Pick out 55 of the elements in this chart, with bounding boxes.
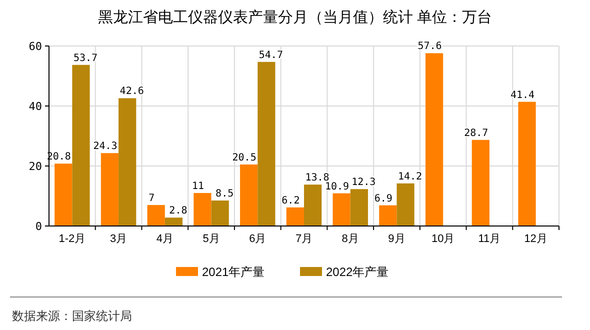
data-label: 24.3 [93,141,118,152]
chart-title: 黑龙江省电工仪器仪表产量分月（当月值）统计 单位：万台 [98,9,492,26]
x-tick-label: 4月 [156,233,174,245]
x-tick-label: 3月 [110,233,128,245]
y-tick-label: 20 [28,160,42,173]
bar [147,205,165,226]
data-label: 6.2 [282,195,300,206]
data-label: 11 [192,181,204,192]
data-label: 20.5 [232,152,256,164]
y-tick-label: 60 [28,40,42,53]
x-tick-label: 6月 [249,233,266,245]
bar [425,53,444,226]
data-label: 41.4 [510,90,535,101]
bar [350,189,368,226]
bar [286,207,304,226]
y-tick-label: 40 [28,100,42,113]
source-note: 数据来源：国家统计局 [12,309,132,323]
bar [518,102,536,226]
legend-label: 2022年产量 [326,265,389,279]
bar [72,64,90,226]
data-label: 54.7 [258,50,283,61]
data-label: 10.9 [325,181,350,192]
data-label: 14.2 [398,171,422,182]
bar [164,218,183,226]
data-label: 57.6 [418,41,442,52]
x-tick-label: 1-2月 [58,233,86,245]
y-tick-label: 0 [35,220,42,233]
data-label: 42.6 [120,86,144,98]
x-tick-label: 5月 [202,233,220,245]
bar [100,153,119,226]
bar [379,205,397,226]
x-tick-label: 12月 [524,233,548,245]
x-tick-label: 10月 [431,233,455,245]
bar [211,200,229,226]
bar [396,183,414,226]
legend-label: 2021年产量 [202,265,265,279]
x-tick-label: 7月 [295,233,313,245]
bar [240,164,258,226]
bar [194,193,212,226]
bar [472,140,490,226]
data-label: 12.3 [352,177,376,188]
data-label: 28.7 [464,128,488,139]
data-label: 53.7 [73,52,98,64]
bar [258,62,276,226]
bar [332,193,350,226]
bar [54,164,72,226]
data-label: 2.8 [169,206,188,217]
x-tick-label: 8月 [342,233,359,245]
x-tick-label: 11月 [478,233,501,245]
x-tick-label: 9月 [388,233,406,245]
bar [118,98,136,226]
data-label: 7 [148,193,155,204]
data-label: 6.9 [374,193,392,204]
data-label: 8.5 [216,188,234,200]
bar [304,184,322,226]
